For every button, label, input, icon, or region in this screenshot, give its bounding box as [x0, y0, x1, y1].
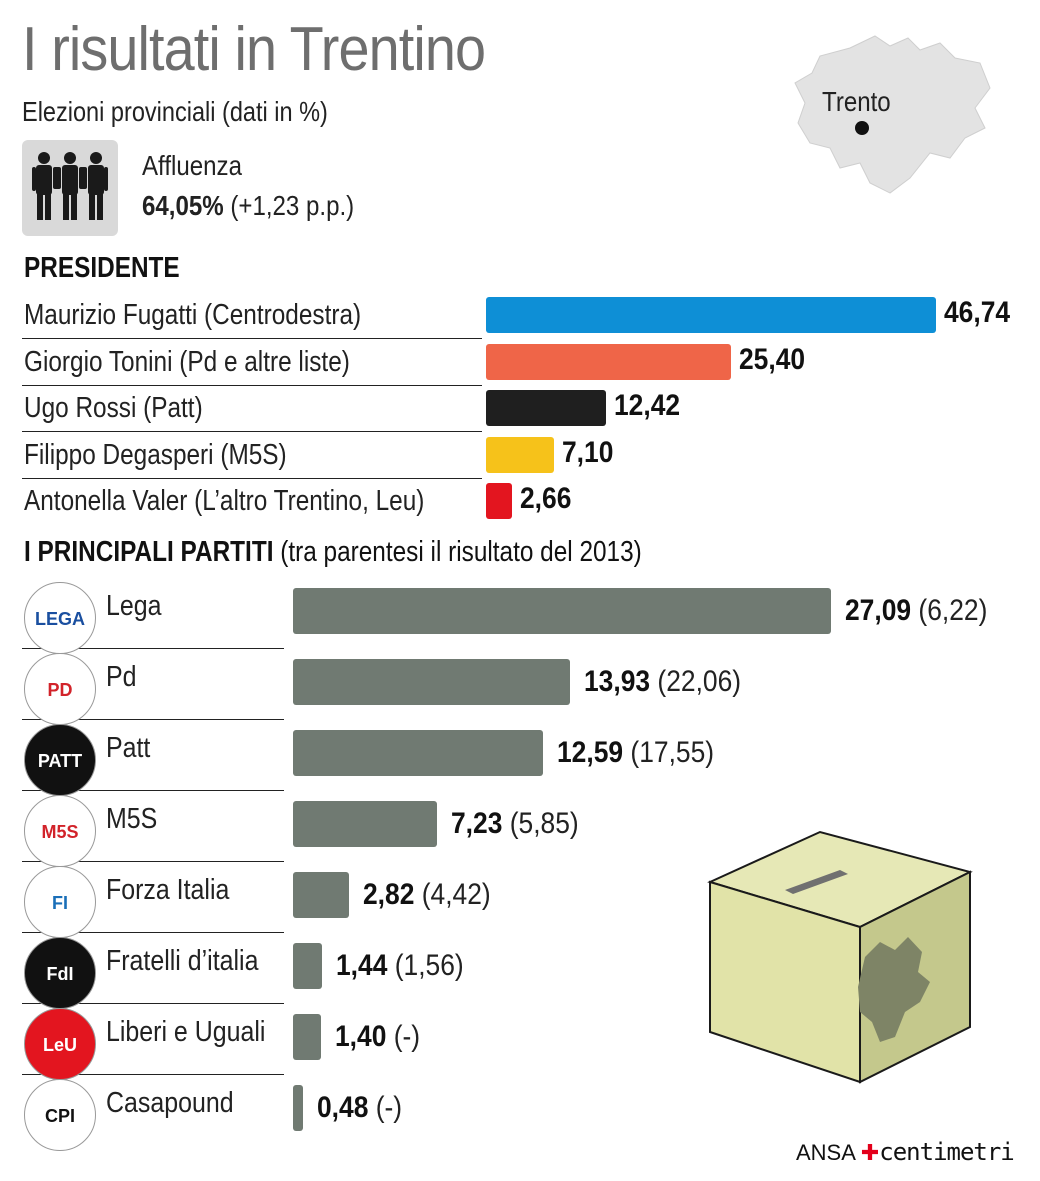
party-result: 12,59 [557, 736, 624, 769]
ballot-box-icon [707, 830, 973, 1084]
party-label: Forza Italia [106, 874, 230, 906]
president-value: 46,74 [944, 296, 1011, 329]
president-row: Filippo Degasperi (M5S) [22, 432, 482, 479]
party-row: PATT Patt [22, 720, 284, 796]
president-bar [486, 297, 936, 333]
party-row: LEGA Lega [22, 578, 284, 654]
patt-logo-icon: PATT [24, 724, 96, 796]
party-label: Casapound [106, 1087, 234, 1119]
party-row: CPI Casapound [22, 1075, 284, 1151]
party-result: 1,44 [335, 949, 387, 982]
president-section-title: PRESIDENTE [24, 252, 180, 284]
trentino-map-icon [794, 35, 991, 194]
party-result: 7,23 [450, 807, 502, 840]
lega-logo-icon: LEGA [24, 582, 96, 654]
svg-text:FI: FI [52, 893, 68, 913]
fratelli-italia-logo-icon: FdI [24, 937, 96, 1009]
page-title: I risultati in Trentino [22, 15, 486, 84]
president-value: 2,66 [519, 482, 571, 515]
party-previous-result: (1,56) [394, 949, 464, 982]
president-label: Maurizio Fugatti (Centrodestra) [24, 299, 362, 331]
leu-logo-icon: LeU [24, 1008, 96, 1080]
svg-text:PD: PD [47, 680, 72, 700]
president-value: 25,40 [738, 342, 805, 376]
party-value: 1,40 (-) [335, 1020, 420, 1054]
president-label: Giorgio Tonini (Pd e altre liste) [24, 345, 350, 378]
president-row: Antonella Valer (L’altro Trentino, Leu) [22, 478, 482, 524]
party-previous-result: (5,85) [509, 807, 579, 840]
source-credit: ANSA ✚centimetri [796, 1138, 1015, 1166]
party-value: 7,23 (5,85) [451, 807, 579, 841]
svg-text:LEGA: LEGA [35, 609, 85, 629]
party-value: 27,09 (6,22) [845, 594, 987, 628]
party-result: 13,93 [583, 665, 650, 698]
president-bar [486, 343, 731, 380]
party-value: 1,44 (1,56) [336, 949, 464, 983]
president-row: Ugo Rossi (Patt) [22, 385, 482, 432]
president-row: Maurizio Fugatti (Centrodestra) [22, 292, 482, 339]
party-label: Fratelli d’italia [106, 945, 259, 977]
president-bar [486, 436, 555, 473]
president-label: Filippo Degasperi (M5S) [24, 438, 287, 471]
party-bar [293, 1014, 321, 1060]
party-label: Lega [106, 590, 162, 622]
svg-text:PATT: PATT [38, 751, 82, 771]
party-previous-result: (6,22) [918, 594, 988, 627]
party-bar [293, 1085, 303, 1131]
party-previous-result: (17,55) [630, 736, 715, 769]
party-value: 12,59 (17,55) [557, 736, 714, 770]
people-icon [22, 140, 118, 236]
casapound-logo-icon: CPI [24, 1079, 96, 1151]
party-row: LeU Liberi e Uguali [22, 1004, 284, 1080]
president-value: 12,42 [613, 389, 680, 422]
president-row: Giorgio Tonini (Pd e altre liste) [22, 339, 482, 386]
parties-section-title: I PRINCIPALI PARTITI (tra parentesi il r… [24, 536, 642, 568]
page-subtitle: Elezioni provinciali (dati in %) [22, 96, 328, 127]
party-label: Patt [106, 732, 151, 764]
turnout-value: 64,05% (+1,23 p.p.) [142, 190, 355, 221]
party-value: 0,48 (-) [317, 1091, 402, 1125]
party-bar [293, 943, 322, 989]
m5s-logo-icon: M5S [24, 795, 96, 867]
party-result: 2,82 [363, 878, 415, 911]
svg-text:FdI: FdI [47, 964, 74, 984]
party-bar [293, 801, 437, 847]
party-result: 0,48 [316, 1091, 368, 1124]
president-label: Antonella Valer (L’altro Trentino, Leu) [24, 485, 425, 517]
map-city-label: Trento [822, 86, 891, 117]
president-bar [486, 390, 606, 426]
pd-logo-icon: PD [24, 653, 96, 725]
party-label: M5S [106, 803, 158, 835]
party-previous-result: (4,42) [421, 878, 491, 911]
party-bar [293, 588, 831, 634]
party-row: M5S M5S [22, 791, 284, 867]
turnout-label: Affluenza [142, 150, 242, 181]
party-bar [293, 872, 349, 918]
party-label: Liberi e Uguali [106, 1016, 266, 1048]
party-row: FdI Fratelli d’italia [22, 933, 284, 1009]
party-previous-result: (22,06) [657, 665, 741, 698]
president-value: 7,10 [562, 435, 614, 469]
svg-text:M5S: M5S [41, 822, 78, 842]
party-result: 1,40 [334, 1020, 387, 1053]
party-label: Pd [106, 661, 137, 693]
party-bar [293, 730, 544, 776]
president-label: Ugo Rossi (Patt) [24, 392, 203, 424]
party-value: 2,82 (4,42) [363, 878, 491, 912]
party-result: 27,09 [845, 594, 912, 627]
svg-text:LeU: LeU [43, 1035, 77, 1055]
svg-text:CPI: CPI [45, 1106, 75, 1126]
forza-italia-logo-icon: FI [24, 866, 96, 938]
party-previous-result: (-) [393, 1020, 420, 1053]
party-row: PD Pd [22, 649, 284, 725]
party-bar [293, 659, 570, 705]
party-previous-result: (-) [375, 1091, 402, 1124]
party-value: 13,93 (22,06) [584, 665, 741, 699]
party-row: FI Forza Italia [22, 862, 284, 938]
president-bar [486, 483, 512, 519]
